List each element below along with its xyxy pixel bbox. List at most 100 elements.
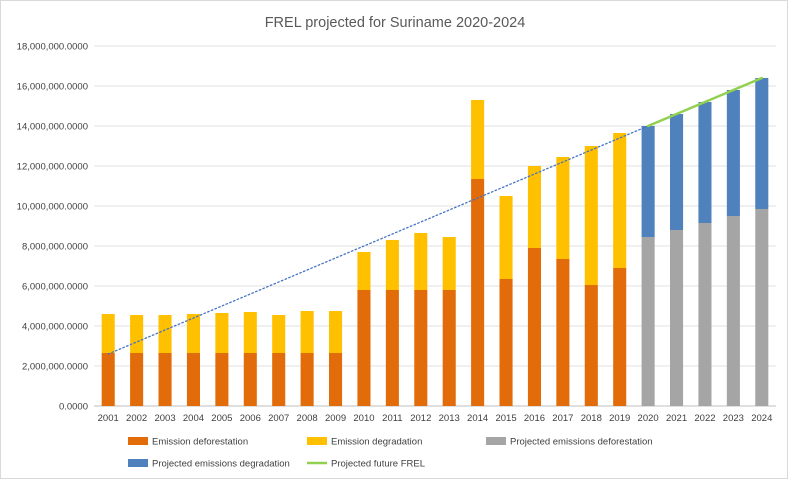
- y-tick-label: 4,000,000.0000: [22, 322, 88, 333]
- y-tick-label: 8,000,000.0000: [22, 242, 88, 253]
- bar-projected-emissions-deforestation: [641, 237, 655, 406]
- bar-emission-deforestation: [556, 259, 570, 406]
- y-tick-label: 10,000,000.0000: [17, 202, 88, 213]
- x-tick-label: 2005: [211, 413, 232, 424]
- bar-projected-emissions-degradation: [726, 90, 740, 216]
- x-tick-label: 2020: [638, 413, 659, 424]
- x-tick-label: 2016: [524, 413, 545, 424]
- legend-item: Emission degradation: [307, 437, 422, 448]
- legend-label: Projected emissions deforestation: [510, 437, 653, 448]
- gridlines: [94, 45, 776, 407]
- y-tick-label: 18,000,000.0000: [17, 42, 88, 53]
- legend-swatch: [307, 437, 327, 445]
- bar-emission-degradation: [243, 312, 257, 353]
- x-tick-label: 2015: [495, 413, 516, 424]
- x-axis-ticks: 2001 2002 2003 2004 2005 2006 2007 2008 2009 2010…: [98, 413, 773, 424]
- x-tick-label: 2012: [410, 413, 431, 424]
- frel-line: [646, 76, 764, 128]
- y-tick-label: 0.0000: [59, 402, 88, 413]
- legend-item: Projected emissions deforestation: [486, 437, 653, 448]
- bar-emission-degradation: [414, 233, 428, 290]
- bar-emission-deforestation: [186, 353, 200, 406]
- bar-projected-emissions-deforestation: [755, 209, 769, 406]
- bar-emission-degradation: [357, 252, 371, 290]
- bar-emission-deforestation: [613, 268, 627, 406]
- bar-emission-deforestation: [385, 290, 399, 406]
- y-tick-label: 16,000,000.0000: [17, 82, 88, 93]
- x-tick-label: 2019: [609, 413, 630, 424]
- x-tick-label: 2004: [183, 413, 204, 424]
- bar-emission-degradation: [158, 315, 172, 353]
- legend-label: Emission degradation: [331, 437, 422, 448]
- x-tick-label: 2003: [154, 413, 175, 424]
- bar-emission-deforestation: [215, 353, 229, 406]
- x-tick-label: 2002: [126, 413, 147, 424]
- bar-projected-emissions-degradation: [670, 114, 684, 230]
- legend-swatch: [128, 459, 148, 467]
- bar-emission-deforestation: [130, 353, 144, 406]
- bar-emission-deforestation: [442, 290, 456, 406]
- x-tick-label: 2010: [353, 413, 374, 424]
- bar-emission-degradation: [584, 146, 598, 285]
- bar-emission-deforestation: [101, 353, 115, 406]
- bar-emission-degradation: [130, 315, 144, 353]
- bar-emission-degradation: [613, 133, 627, 268]
- x-tick-label: 2014: [467, 413, 488, 424]
- chart-title: FREL projected for Suriname 2020-2024: [265, 15, 526, 31]
- legend-label: Projected emissions degradation: [152, 459, 290, 470]
- bar-emission-degradation: [442, 237, 456, 290]
- legend-label: Projected future FREL: [331, 459, 425, 470]
- bar-emission-degradation: [272, 315, 286, 353]
- x-tick-label: 2017: [552, 413, 573, 424]
- legend-item: Emission deforestation: [128, 437, 248, 448]
- y-tick-label: 6,000,000.0000: [22, 282, 88, 293]
- bar-emission-deforestation: [158, 353, 172, 406]
- bar-emission-deforestation: [329, 353, 343, 406]
- x-tick-label: 2022: [694, 413, 715, 424]
- bar-projected-emissions-deforestation: [726, 216, 740, 406]
- bar-emission-deforestation: [584, 285, 598, 406]
- x-tick-label: 2024: [751, 413, 772, 424]
- legend-swatch: [486, 437, 506, 445]
- x-tick-label: 2018: [581, 413, 602, 424]
- bar-projected-emissions-deforestation: [670, 230, 684, 406]
- y-axis-ticks: 0.0000 2,000,000.0000 4,000,000.0000 6,000,…: [17, 42, 88, 413]
- bar-emission-degradation: [215, 313, 229, 353]
- x-tick-label: 2021: [666, 413, 687, 424]
- bar-projected-emissions-degradation: [698, 102, 712, 223]
- x-tick-label: 2023: [723, 413, 744, 424]
- bar-emission-deforestation: [243, 353, 257, 406]
- bar-emission-degradation: [499, 196, 513, 279]
- bar-projected-emissions-deforestation: [698, 223, 712, 406]
- y-tick-label: 2,000,000.0000: [22, 362, 88, 373]
- bar-emission-deforestation: [357, 290, 371, 406]
- bar-emission-degradation: [471, 100, 485, 179]
- x-tick-label: 2006: [240, 413, 261, 424]
- bar-projected-emissions-degradation: [641, 126, 655, 237]
- bar-emission-degradation: [329, 311, 343, 353]
- bar-emission-deforestation: [272, 353, 286, 406]
- legend-item: Projected emissions degradation: [128, 459, 290, 470]
- bar-emission-degradation: [556, 157, 570, 259]
- x-tick-label: 2001: [98, 413, 119, 424]
- legend-label: Emission deforestation: [152, 437, 248, 448]
- y-tick-label: 14,000,000.0000: [17, 122, 88, 133]
- frel-line-path: [646, 76, 764, 128]
- bar-emission-deforestation: [499, 279, 513, 406]
- x-tick-label: 2009: [325, 413, 346, 424]
- bar-emission-degradation: [101, 314, 115, 353]
- x-tick-label: 2007: [268, 413, 289, 424]
- bar-emission-degradation: [300, 311, 314, 353]
- bar-emission-deforestation: [471, 179, 485, 406]
- x-tick-label: 2011: [382, 413, 402, 424]
- x-tick-label: 2008: [297, 413, 318, 424]
- bar-emission-degradation: [527, 166, 541, 248]
- bar-emission-deforestation: [527, 248, 541, 406]
- x-tick-label: 2013: [439, 413, 460, 424]
- bar-projected-emissions-degradation: [755, 78, 769, 209]
- bar-emission-degradation: [186, 314, 200, 353]
- bar-emission-degradation: [385, 240, 399, 290]
- y-tick-label: 12,000,000.0000: [17, 162, 88, 173]
- bars: [101, 78, 769, 406]
